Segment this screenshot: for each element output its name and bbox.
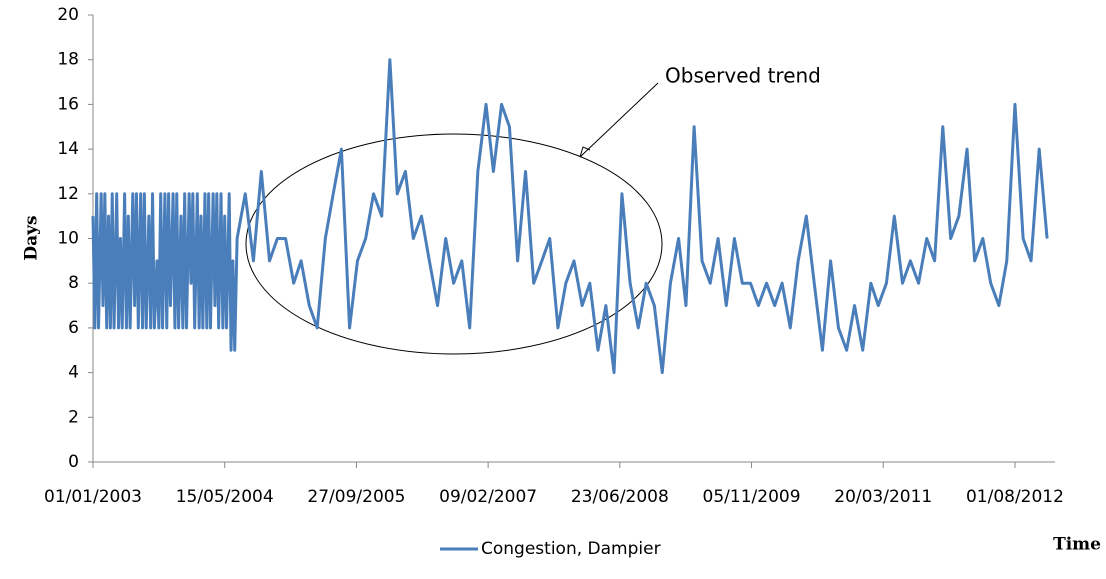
x-tick-label: 01/01/2003 <box>44 487 142 507</box>
x-tick-label: 09/02/2007 <box>439 487 537 507</box>
x-axis-label: Time <box>1053 535 1101 555</box>
y-tick-label: 16 <box>57 94 79 114</box>
y-tick-label: 20 <box>57 5 79 25</box>
y-tick-label: 6 <box>68 318 79 338</box>
x-tick-label: 15/05/2004 <box>176 487 274 507</box>
arrow-head <box>579 146 591 158</box>
y-tick-label: 18 <box>57 50 79 70</box>
y-tick-label: 8 <box>68 273 79 293</box>
y-tick-label: 4 <box>68 363 79 383</box>
y-tick-label: 0 <box>68 452 79 472</box>
x-tick-label: 05/11/2009 <box>703 487 801 507</box>
x-tick-label: 01/08/2012 <box>966 487 1064 507</box>
series-line <box>91 58 1049 375</box>
y-tick-label: 10 <box>57 229 79 249</box>
annotation-arrow <box>579 82 659 158</box>
y-tick-label: 12 <box>57 184 79 204</box>
y-tick-label: 14 <box>57 139 79 159</box>
trend-ellipse <box>245 133 663 355</box>
y-axis-label: Days <box>22 215 42 260</box>
x-tick-label: 27/09/2005 <box>307 487 405 507</box>
legend-label: Congestion, Dampier <box>481 539 661 559</box>
x-tick-label: 23/06/2008 <box>571 487 669 507</box>
annotation: Observed trend <box>665 64 821 88</box>
x-tick-label: 20/03/2011 <box>834 487 932 507</box>
y-tick-label: 2 <box>68 407 79 427</box>
